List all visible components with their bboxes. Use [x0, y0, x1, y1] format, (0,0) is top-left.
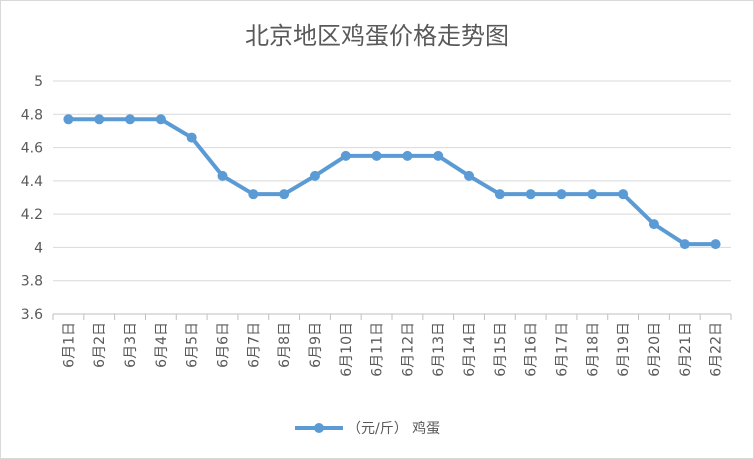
chart-title: 北京地区鸡蛋价格走势图: [245, 22, 509, 50]
data-point: [63, 114, 74, 125]
y-tick-label: 3.8: [21, 274, 43, 290]
data-point: [186, 132, 197, 143]
x-tick-label: 6月6日: [216, 322, 232, 368]
x-tick-label: 6月8日: [277, 322, 293, 368]
gridlines: [53, 80, 731, 282]
x-tick-label: 6月16日: [524, 322, 540, 377]
x-tick-label: 6月11日: [370, 322, 386, 377]
data-point: [217, 170, 228, 181]
y-tick-label: 4.8: [21, 107, 43, 123]
x-tick-label: 6月21日: [678, 322, 694, 377]
x-tick-label: 6月4日: [154, 322, 170, 368]
data-point: [433, 150, 444, 161]
data-point: [618, 189, 629, 200]
x-tick-label: 6月13日: [431, 322, 447, 377]
data-point: [402, 150, 413, 161]
x-tick-label: 6月5日: [185, 322, 201, 368]
x-tick-label: 6月3日: [123, 322, 139, 368]
x-tick-label: 6月2日: [92, 322, 108, 368]
y-axis-ticks: 3.6 3.8 4 4.2 4.4 4.6 4.8 5: [21, 74, 43, 323]
x-tick-label: 6月15日: [493, 322, 509, 377]
x-tick-label: 6月1日: [61, 322, 77, 368]
y-tick-label: 3.6: [21, 307, 43, 323]
data-point: [679, 239, 690, 250]
y-tick-label: 4.4: [21, 174, 43, 190]
y-tick-label: 4: [34, 240, 43, 256]
x-tick-label: 6月19日: [616, 322, 632, 377]
series-line: [66, 117, 718, 247]
data-point: [587, 189, 598, 200]
x-tick-label: 6月17日: [555, 322, 571, 377]
data-point: [371, 150, 382, 161]
data-point: [648, 219, 659, 230]
x-tick-label: 6月9日: [308, 322, 324, 368]
x-tick-label: 6月12日: [400, 322, 416, 377]
legend-label: （元/斤） 鸡蛋: [347, 420, 440, 437]
data-point: [125, 114, 136, 125]
legend: （元/斤） 鸡蛋: [295, 420, 440, 437]
data-point: [309, 170, 320, 181]
x-tick-label: 6月10日: [339, 322, 355, 377]
x-axis: [52, 313, 732, 320]
data-point: [464, 170, 475, 181]
series-group: [63, 114, 721, 250]
data-point: [494, 189, 505, 200]
x-tick-label: 6月14日: [462, 322, 478, 377]
x-tick-label: 6月20日: [647, 322, 663, 377]
data-point: [710, 239, 721, 250]
x-tick-label: 6月22日: [709, 322, 725, 377]
x-tick-label: 6月18日: [585, 322, 601, 377]
data-point: [556, 189, 567, 200]
data-point: [155, 114, 166, 125]
data-point: [279, 189, 290, 200]
data-point: [94, 114, 105, 125]
y-tick-label: 5: [34, 74, 43, 90]
y-tick-label: 4.6: [21, 141, 43, 157]
data-point: [248, 189, 259, 200]
y-tick-label: 4.2: [21, 207, 43, 223]
legend-marker: [314, 423, 324, 433]
x-axis-ticks: 6月1日 6月2日 6月3日 6月4日 6月5日 6月6日 6月7日 6月8日 6月9日 6月10…: [61, 322, 724, 377]
data-point: [340, 150, 351, 161]
x-tick-label: 6月7日: [246, 322, 262, 368]
data-point: [525, 189, 536, 200]
